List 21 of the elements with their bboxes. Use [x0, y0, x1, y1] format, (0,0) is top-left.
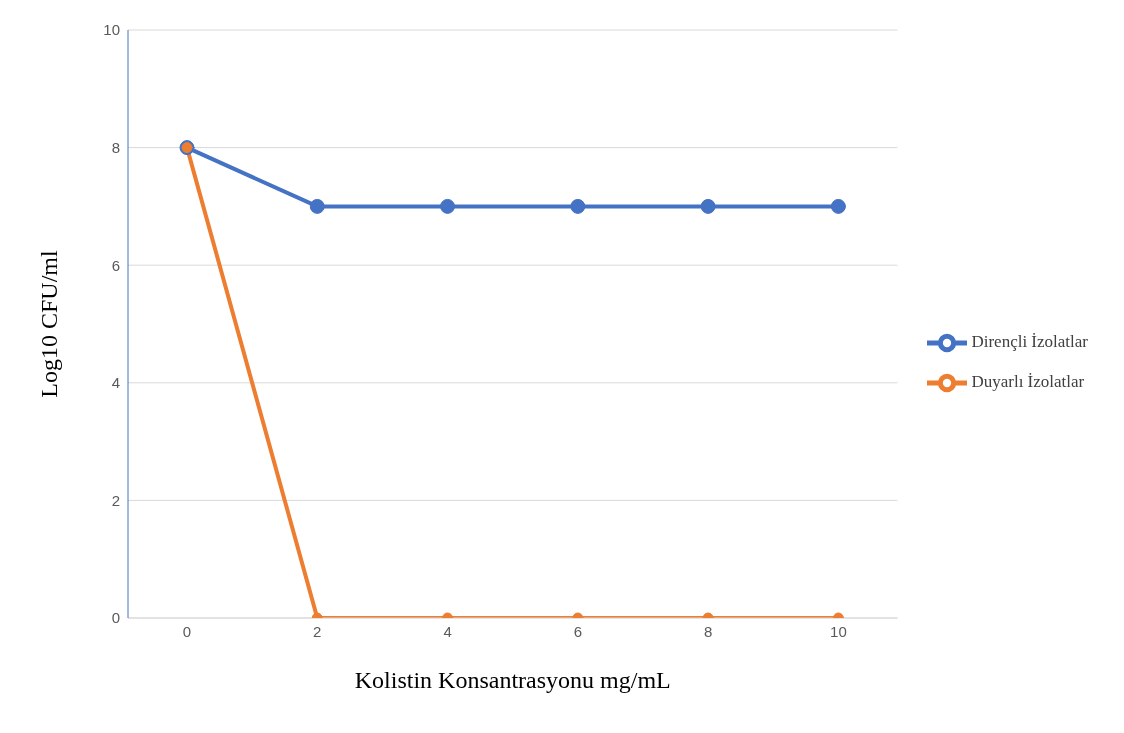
point	[309, 198, 325, 214]
y-tick-label: 10	[103, 21, 120, 39]
point	[570, 198, 586, 214]
y-tick-label: 4	[111, 374, 120, 392]
legend-label: Duyarlı İzolatlar	[971, 371, 1085, 391]
point	[830, 198, 846, 214]
point	[440, 198, 456, 214]
x-tick-label: 8	[703, 622, 713, 640]
legend-label: Dirençli İzolatlar	[971, 331, 1088, 351]
point	[700, 198, 716, 214]
x-tick-label: 4	[443, 622, 452, 640]
y-tick-label: 6	[111, 256, 120, 274]
y-tick-label: 0	[111, 609, 120, 627]
x-tick-label: 10	[830, 622, 847, 640]
y-tick-label: 8	[111, 138, 120, 156]
x-tick-label: 2	[313, 622, 322, 640]
y-axis-title: Log10 CFU/ml	[35, 250, 62, 398]
x-tick-label: 6	[573, 622, 583, 640]
x-axis-title: Kolistin Konsantrasyonu mg/mL	[354, 667, 671, 693]
x-tick-label: 0	[182, 622, 192, 640]
y-tick-label: 2	[111, 491, 120, 509]
